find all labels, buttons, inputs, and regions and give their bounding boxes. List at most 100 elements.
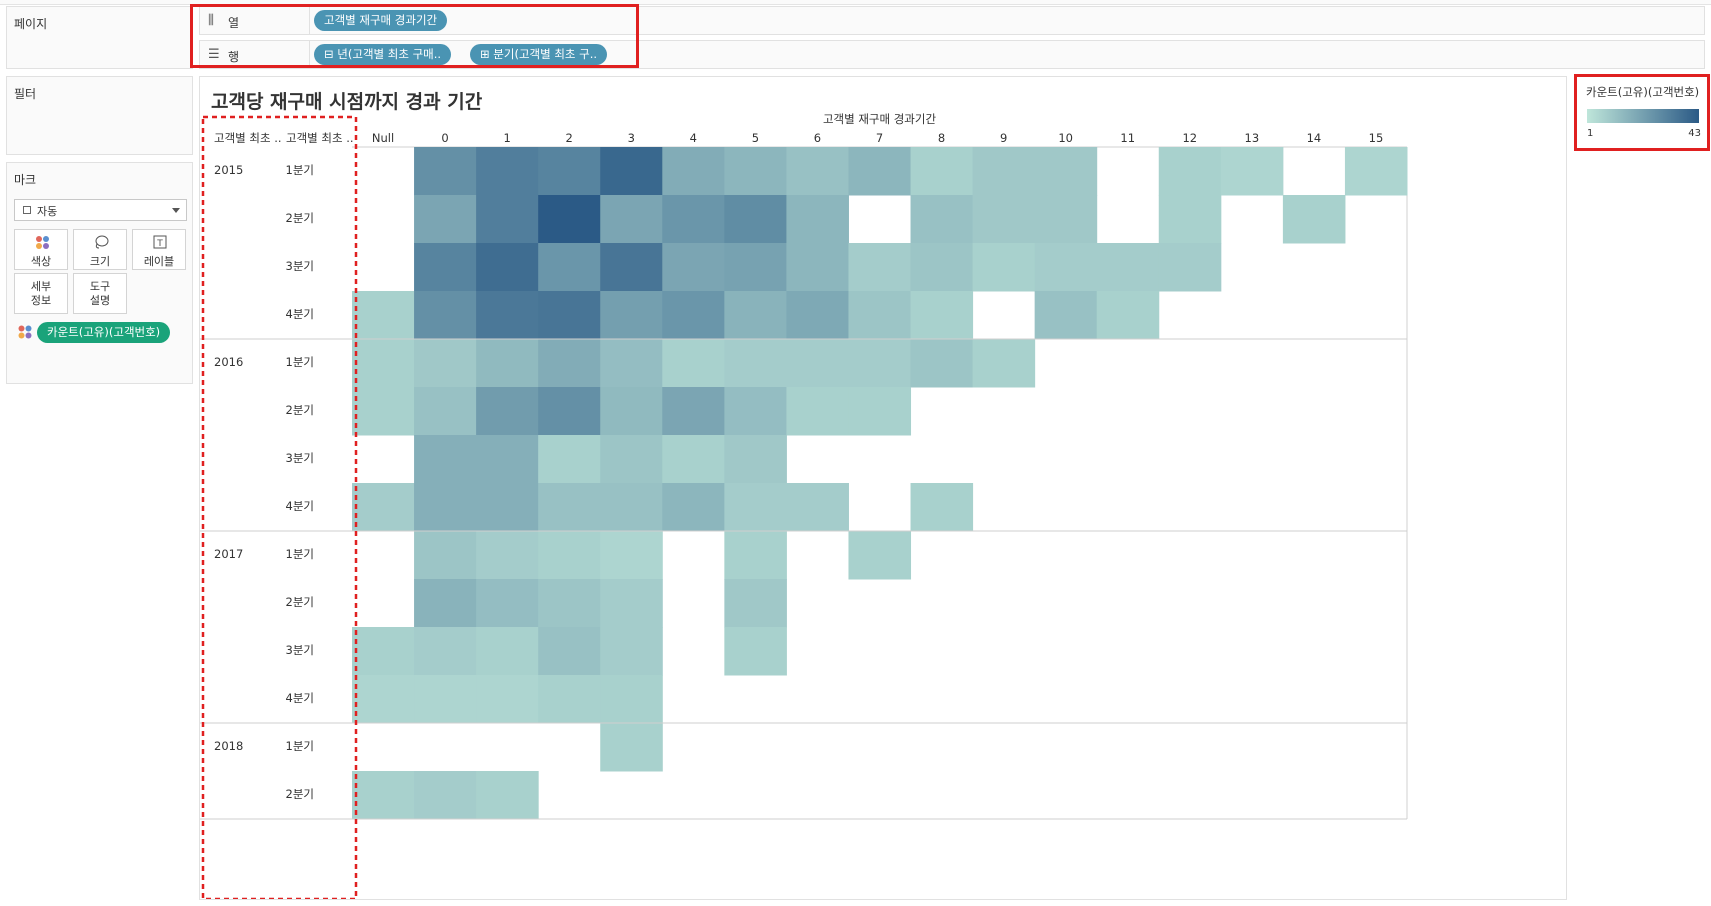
heatmap-cell <box>662 435 725 484</box>
heatmap-cell <box>600 339 663 388</box>
heatmap-cell <box>910 195 974 244</box>
heatmap-cell <box>662 387 725 436</box>
legend-title: 카운트(고유)(고객번호) <box>1586 85 1700 99</box>
column-pill-repurchase-period[interactable]: 고객별 재구매 경과기간 <box>314 10 448 31</box>
mark-type-label: 자동 <box>37 205 58 218</box>
x-tick-label: 8 <box>938 131 945 145</box>
size-button[interactable]: 크기 <box>73 229 127 270</box>
highlight-legend-box <box>1574 74 1710 151</box>
row-year-label: 2017 <box>214 547 243 561</box>
heatmap-cell <box>972 243 1036 292</box>
x-tick-label: 7 <box>876 131 883 145</box>
heatmap-cell <box>538 483 601 532</box>
heatmap-cell <box>786 339 849 388</box>
mark-type-dropdown[interactable]: 자동 <box>14 199 187 221</box>
heatmap-cell <box>600 435 663 484</box>
heatmap-cell <box>1158 147 1222 196</box>
row-pill-quarter[interactable]: ⊞ 분기(고객별 최초 구.. <box>470 44 608 65</box>
size-button-label: 크기 <box>89 255 111 268</box>
heatmap-cell <box>848 291 912 340</box>
color-button-label: 색상 <box>30 255 52 268</box>
heatmap-cell <box>786 147 849 196</box>
heatmap-cell <box>662 291 725 340</box>
heatmap-cell <box>724 339 787 388</box>
heatmap-cell <box>786 291 849 340</box>
x-tick-label: 5 <box>752 131 759 145</box>
detail-button[interactable]: 세부 정보 <box>14 273 68 314</box>
heatmap-cell <box>662 339 725 388</box>
row-quarter-label: 3분기 <box>286 259 314 273</box>
heatmap-cell <box>414 627 477 676</box>
worksheet-view[interactable]: 고객당 재구매 시점까지 경과 기간 고객별 최초 .. 고객별 최초 .. 고객별… <box>199 76 1567 900</box>
heatmap-cell <box>538 675 601 724</box>
filters-panel[interactable]: 필터 <box>6 76 193 155</box>
heatmap-cell <box>476 339 539 388</box>
columns-shelf-label: ⫼ 열 <box>200 7 310 34</box>
row-header-quarter: 고객별 최초 .. <box>286 131 354 145</box>
row-quarter-label: 1분기 <box>286 355 314 369</box>
heatmap-cell <box>476 435 539 484</box>
heatmap-cell <box>352 339 415 388</box>
heatmap-cell <box>972 195 1036 244</box>
heatmap-cell <box>786 483 849 532</box>
heatmap-cell <box>538 435 601 484</box>
heatmap-cell <box>538 147 601 196</box>
heatmap-cell <box>724 627 787 676</box>
heatmap-cell <box>352 771 415 820</box>
heatmap-cell <box>476 627 539 676</box>
heatmap-cell <box>476 147 539 196</box>
color-dots-icon <box>18 325 32 339</box>
heatmap-cell <box>724 291 787 340</box>
label-t-icon: T <box>153 235 167 249</box>
chevron-down-icon <box>172 208 180 213</box>
heatmap-cell <box>476 291 539 340</box>
label-button[interactable]: T 레이블 <box>132 229 186 270</box>
heatmap-cell <box>724 579 787 628</box>
filters-title: 필터 <box>14 87 37 101</box>
pages-panel[interactable]: 페이지 <box>6 6 193 69</box>
heatmap-cell <box>600 483 663 532</box>
color-button[interactable]: 색상 <box>14 229 68 270</box>
x-axis-title: 고객별 재구매 경과기간 <box>823 112 937 126</box>
columns-shelf[interactable]: ⫼ 열 고객별 재구매 경과기간 <box>199 6 1705 35</box>
row-year-label: 2016 <box>214 355 243 369</box>
heatmap-cell <box>724 483 787 532</box>
row-quarter-label: 3분기 <box>286 643 314 657</box>
size-lasso-icon <box>95 235 109 249</box>
tooltip-button[interactable]: 도구 설명 <box>73 273 127 314</box>
color-field-pill[interactable]: 카운트(고유)(고객번호) <box>37 322 171 343</box>
heatmap-cell <box>538 243 601 292</box>
x-tick-label: 2 <box>566 131 573 145</box>
row-quarter-label: 2분기 <box>286 595 314 609</box>
heatmap-cell <box>538 579 601 628</box>
color-legend[interactable]: 카운트(고유)(고객번호) 1 43 <box>1578 76 1706 148</box>
heatmap-cell <box>352 483 415 532</box>
x-tick-label: 6 <box>814 131 821 145</box>
heatmap-cell <box>724 435 787 484</box>
detail-button-label: 세부 정보 <box>30 280 52 307</box>
heatmap-cell <box>786 195 849 244</box>
heatmap-cell <box>414 387 477 436</box>
row-quarter-label: 4분기 <box>286 307 314 321</box>
row-header-year: 고객별 최초 .. <box>214 131 282 145</box>
heatmap-cell <box>414 195 477 244</box>
x-tick-label: 1 <box>503 131 510 145</box>
heatmap-cell <box>352 627 415 676</box>
heatmap-cell <box>662 243 725 292</box>
heatmap-cell <box>414 531 477 580</box>
row-pill-year[interactable]: ⊟ 년(고객별 최초 구매.. <box>314 44 452 65</box>
heatmap-cell <box>910 339 974 388</box>
heatmap-cell <box>538 627 601 676</box>
heatmap-cell <box>600 147 663 196</box>
heatmap-cell <box>848 387 912 436</box>
x-tick-label: 9 <box>1000 131 1007 145</box>
heatmap-cell <box>414 243 477 292</box>
x-tick-label: 12 <box>1182 131 1197 145</box>
heatmap-cell <box>476 771 539 820</box>
top-toolbar-strip <box>0 0 1711 5</box>
row-quarter-label: 3분기 <box>286 451 314 465</box>
heatmap-cell <box>600 579 663 628</box>
rows-shelf[interactable]: ☰ 행 ⊟ 년(고객별 최초 구매.. ⊞ 분기(고객별 최초 구.. <box>199 40 1705 69</box>
heatmap-cell <box>1034 195 1098 244</box>
